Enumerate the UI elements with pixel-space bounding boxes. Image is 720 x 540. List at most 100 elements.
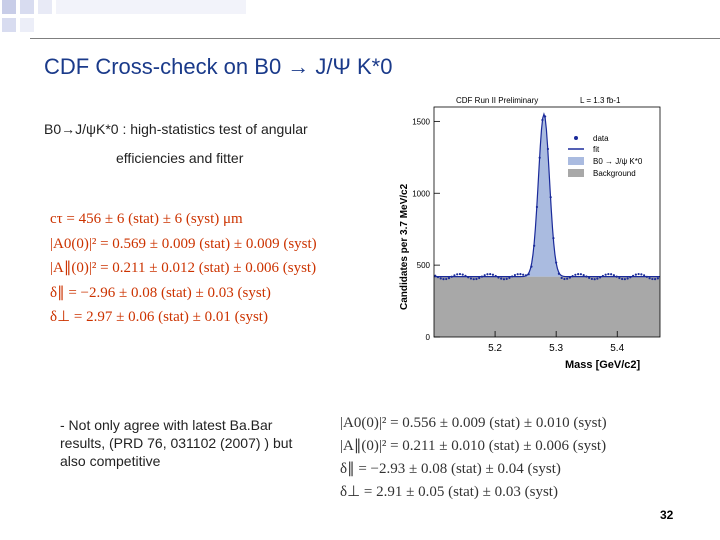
data-point: [596, 277, 599, 280]
data-point: [651, 277, 654, 281]
data-point: [626, 277, 629, 280]
data-point: [610, 273, 613, 276]
fit-curve: [434, 112, 660, 278]
data-point: [535, 205, 539, 209]
data-point: [566, 277, 569, 280]
slide-title: CDF Cross-check on B0 → J/Ψ K*0: [44, 54, 393, 79]
title-divider: [30, 38, 720, 39]
y-tick-label: 0: [426, 333, 431, 342]
data-point: [439, 277, 442, 280]
x-ticks: 5.2 5.3 5.4: [488, 331, 625, 354]
comparison-note: - Not only agree with latest Ba.Bar resu…: [60, 417, 293, 469]
legend-signal-marker: [568, 157, 584, 165]
data-point: [607, 272, 610, 276]
data-point: [486, 273, 489, 276]
data-point: [464, 274, 467, 277]
data-point: [563, 277, 566, 281]
data-point: [637, 272, 640, 276]
data-point: [500, 277, 503, 280]
data-point: [640, 273, 643, 276]
y-tick-label: 1500: [412, 117, 430, 126]
data-point: [538, 156, 541, 159]
data-point: [612, 274, 615, 277]
data-point: [458, 272, 462, 276]
data-point: [577, 273, 580, 276]
data-point: [621, 277, 624, 281]
data-point: [505, 277, 508, 281]
mass-histogram: CDF Run II Preliminary L = 1.3 fb-1 Cand…: [390, 85, 670, 380]
data-point: [469, 277, 473, 280]
cdf-result-lifetime: cτ = 456 ± 6 (stat) ± 6 (syst) μm: [50, 211, 243, 227]
data-point: [522, 273, 525, 276]
cdf-result-a0: |A0(0)|² = 0.569 ± 0.009 (stat) ± 0.009 …: [50, 235, 317, 252]
data-point: [527, 273, 530, 276]
data-point: [541, 118, 544, 122]
data-point: [442, 278, 445, 281]
signal-component: [434, 114, 660, 277]
plot-frame: [433, 106, 661, 338]
x-tick-label: 5.2: [488, 343, 502, 354]
legend-data: data: [593, 134, 609, 143]
plot-header-right: L = 1.3 fb-1: [580, 96, 621, 105]
data-point: [546, 147, 550, 151]
cdf-result-apar: |A∥(0)|² = 0.211 ± 0.012 (stat) ± 0.006 …: [50, 260, 317, 276]
data-point: [467, 276, 470, 279]
data-point: [445, 277, 448, 281]
data-point: [648, 277, 651, 280]
data-point: [511, 275, 514, 278]
data-point: [599, 276, 602, 279]
data-point: [601, 274, 604, 278]
legend-background: Background: [593, 169, 636, 178]
y-tick-label: 500: [417, 261, 431, 270]
plot-area: [434, 112, 660, 337]
data-point: [524, 274, 528, 277]
data-point: [516, 273, 519, 276]
data-point: [508, 276, 511, 279]
cdf-results: cτ = 456 ± 6 (stat) ± 6 (syst) μm |A0(0)…: [50, 207, 317, 330]
babar-result-delta-par: δ∥ = −2.93 ± 0.08 (stat) ± 0.04 (syst): [340, 461, 561, 477]
data-point: [557, 272, 561, 275]
data-point: [656, 277, 659, 280]
data-point: [585, 275, 588, 278]
data-point: [434, 274, 437, 277]
data-point: [571, 275, 574, 278]
data-point: [604, 273, 607, 276]
legend: data fit B0 → J/ψ K*0 Background: [568, 134, 643, 178]
babar-result-a0: |A0(0)|² = 0.556 ± 0.009 (stat) ± 0.010 …: [340, 415, 607, 431]
data-point: [456, 273, 459, 276]
data-point: [519, 272, 522, 276]
corner-squares-decoration: [2, 0, 246, 32]
data-point: [623, 278, 626, 281]
data-point: [618, 276, 621, 280]
cdf-result-delta-par: δ∥ = −2.96 ± 0.08 (stat) ± 0.03 (syst): [50, 284, 271, 301]
data-point: [475, 277, 478, 281]
page-number: 32: [660, 508, 674, 522]
data-point: [453, 274, 456, 277]
data-point: [574, 273, 577, 276]
data-point: [555, 261, 558, 264]
data-point: [497, 276, 500, 279]
data-point: [480, 275, 484, 278]
data-point: [436, 276, 440, 279]
data-point: [478, 276, 481, 280]
legend-fit: fit: [593, 145, 600, 154]
data-point: [483, 274, 486, 277]
data-point: [629, 276, 632, 279]
data-point: [632, 274, 635, 277]
data-point: [502, 278, 506, 281]
data-point: [447, 277, 451, 280]
legend-signal: B0 → J/ψ K*0: [593, 157, 643, 166]
x-tick-label: 5.3: [549, 343, 563, 354]
data-point: [634, 273, 637, 276]
x-tick-label: 5.4: [610, 343, 624, 354]
data-point: [582, 273, 585, 277]
subtitle-line-1: B0→J/ψK*0 : high-statistics test of angu…: [44, 121, 308, 137]
data-point: [593, 278, 596, 281]
data-point: [643, 274, 646, 277]
data-point: [489, 272, 492, 276]
data-point: [544, 115, 547, 118]
y-axis-label: Candidates per 3.7 MeV/c2: [399, 183, 410, 310]
data-point: [513, 273, 517, 277]
data-point: [645, 275, 648, 278]
data-point: [461, 273, 464, 276]
